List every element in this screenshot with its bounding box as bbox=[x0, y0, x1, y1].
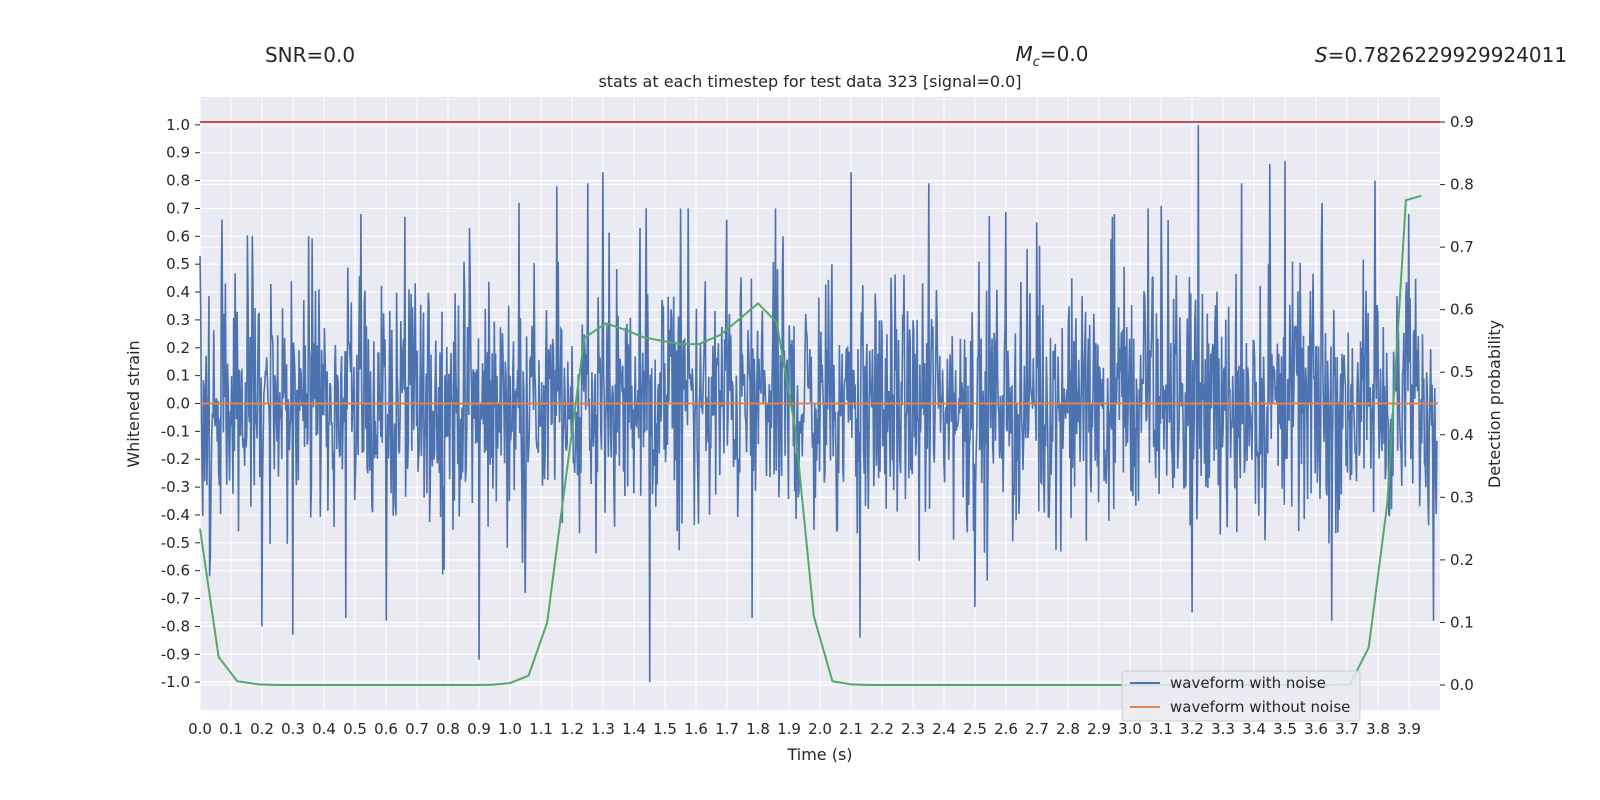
y-left-tick-label: -0.4 bbox=[161, 506, 190, 524]
y-right-tick-label: 0.5 bbox=[1450, 363, 1474, 381]
snr-label: SNR=0.0 bbox=[265, 43, 355, 67]
x-tick-label: 2.9 bbox=[1087, 720, 1111, 738]
y-right-tick-label: 0.8 bbox=[1450, 176, 1474, 194]
x-tick-label: 1.4 bbox=[622, 720, 646, 738]
y-left-tick-label: 1.0 bbox=[166, 116, 190, 134]
x-tick-label: 3.8 bbox=[1366, 720, 1390, 738]
y-left-tick-label: -0.5 bbox=[161, 534, 190, 552]
y-left-tick-label: -0.9 bbox=[161, 645, 190, 663]
x-tick-label: 1.1 bbox=[529, 720, 553, 738]
mc-value: =0.0 bbox=[1040, 42, 1089, 66]
chart-title: stats at each timestep for test data 323… bbox=[598, 72, 1021, 91]
x-tick-label: 2.5 bbox=[963, 720, 987, 738]
x-tick-label: 0.3 bbox=[281, 720, 305, 738]
x-tick-label: 2.3 bbox=[901, 720, 925, 738]
s-symbol: S bbox=[1315, 43, 1328, 67]
legend: waveform with noise waveform without noi… bbox=[1121, 670, 1361, 722]
x-tick-label: 0.0 bbox=[188, 720, 212, 738]
x-tick-label: 3.2 bbox=[1180, 720, 1204, 738]
legend-label-clean: waveform without noise bbox=[1170, 698, 1350, 716]
x-tick-label: 1.5 bbox=[653, 720, 677, 738]
y-right-tick-label: 0.4 bbox=[1450, 426, 1474, 444]
x-tick-label: 3.4 bbox=[1242, 720, 1266, 738]
y-left-tick-label: 0.3 bbox=[166, 311, 190, 329]
x-tick-label: 3.9 bbox=[1397, 720, 1421, 738]
y-right-tick-label: 0.6 bbox=[1450, 301, 1474, 319]
y-right-tick-label: 0.2 bbox=[1450, 551, 1474, 569]
x-tick-label: 0.5 bbox=[343, 720, 367, 738]
y-left-tick-label: 0.2 bbox=[166, 339, 190, 357]
x-tick-label: 0.2 bbox=[250, 720, 274, 738]
x-tick-label: 1.3 bbox=[591, 720, 615, 738]
x-tick-label: 2.0 bbox=[808, 720, 832, 738]
x-tick-label: 0.8 bbox=[436, 720, 460, 738]
x-tick-label: 0.9 bbox=[467, 720, 491, 738]
mc-subscript: c bbox=[1033, 55, 1040, 70]
y-right-tick-label: 0.0 bbox=[1450, 676, 1474, 694]
legend-box bbox=[1121, 670, 1361, 722]
x-tick-label: 3.7 bbox=[1335, 720, 1359, 738]
y-right-tick-label: 0.9 bbox=[1450, 113, 1474, 131]
y-left-tick-label: -0.1 bbox=[161, 422, 190, 440]
y-axis-right-label: Detection probability bbox=[1485, 320, 1504, 488]
y-right-tick-label: 0.7 bbox=[1450, 238, 1474, 256]
y-left-tick-label: 0.7 bbox=[166, 199, 190, 217]
noisy-waveform bbox=[199, 124, 1438, 683]
y-left-tick-label: 0.5 bbox=[166, 255, 190, 273]
y-left-tick-label: -0.8 bbox=[161, 617, 190, 635]
x-tick-label: 0.1 bbox=[219, 720, 243, 738]
x-tick-label: 2.2 bbox=[870, 720, 894, 738]
y-left-tick-label: -0.2 bbox=[161, 450, 190, 468]
y-left-tick-label: 0.6 bbox=[166, 227, 190, 245]
x-tick-label: 1.0 bbox=[498, 720, 522, 738]
x-tick-label: 0.4 bbox=[312, 720, 336, 738]
x-tick-label: 1.2 bbox=[560, 720, 584, 738]
x-tick-label: 2.8 bbox=[1056, 720, 1080, 738]
legend-label-noise: waveform with noise bbox=[1170, 674, 1326, 692]
x-tick-label: 1.8 bbox=[746, 720, 770, 738]
x-tick-label: 0.6 bbox=[374, 720, 398, 738]
y-right-tick-label: 0.1 bbox=[1450, 613, 1474, 631]
x-tick-label: 1.9 bbox=[777, 720, 801, 738]
y-left-tick-label: -0.7 bbox=[161, 590, 190, 608]
x-axis-label: Time (s) bbox=[786, 745, 852, 764]
mc-label: Mc=0.0 bbox=[1016, 42, 1089, 70]
x-tick-label: 2.7 bbox=[1025, 720, 1049, 738]
y-left-tick-label: 0.8 bbox=[166, 172, 190, 190]
y-left-tick-label: -0.6 bbox=[161, 562, 190, 580]
x-tick-label: 1.7 bbox=[715, 720, 739, 738]
x-tick-label: 3.0 bbox=[1118, 720, 1142, 738]
x-tick-label: 3.5 bbox=[1273, 720, 1297, 738]
x-tick-label: 3.1 bbox=[1149, 720, 1173, 738]
mc-symbol: M bbox=[1016, 42, 1033, 66]
y-left-tick-label: 0.1 bbox=[166, 367, 190, 385]
x-tick-label: 2.6 bbox=[994, 720, 1018, 738]
x-tick-label: 3.3 bbox=[1211, 720, 1235, 738]
x-tick-label: 0.7 bbox=[405, 720, 429, 738]
y-left-tick-label: 0.9 bbox=[166, 144, 190, 162]
x-tick-label: 2.1 bbox=[839, 720, 863, 738]
y-left-tick-label: -1.0 bbox=[161, 673, 190, 691]
noisy-waveform-line bbox=[199, 124, 1438, 683]
x-tick-label: 2.4 bbox=[932, 720, 956, 738]
s-value: =0.7826229929924011 bbox=[1328, 43, 1567, 67]
x-tick-label: 1.6 bbox=[684, 720, 708, 738]
x-tick-label: 3.6 bbox=[1304, 720, 1328, 738]
ticks-layer: 0.0 0.1 0.2 0.3 0.4 0.5 0.6 0.7 0.8 0.9 1.0 1.1 1.2 1… bbox=[161, 113, 1474, 738]
y-right-tick-label: 0.3 bbox=[1450, 488, 1474, 506]
y-left-tick-label: 0.0 bbox=[166, 395, 190, 413]
y-left-tick-label: -0.3 bbox=[161, 478, 190, 496]
y-left-tick-label: 0.4 bbox=[166, 283, 190, 301]
y-axis-left-label: Whitened strain bbox=[124, 340, 143, 467]
s-label: S=0.7826229929924011 bbox=[1315, 43, 1567, 67]
